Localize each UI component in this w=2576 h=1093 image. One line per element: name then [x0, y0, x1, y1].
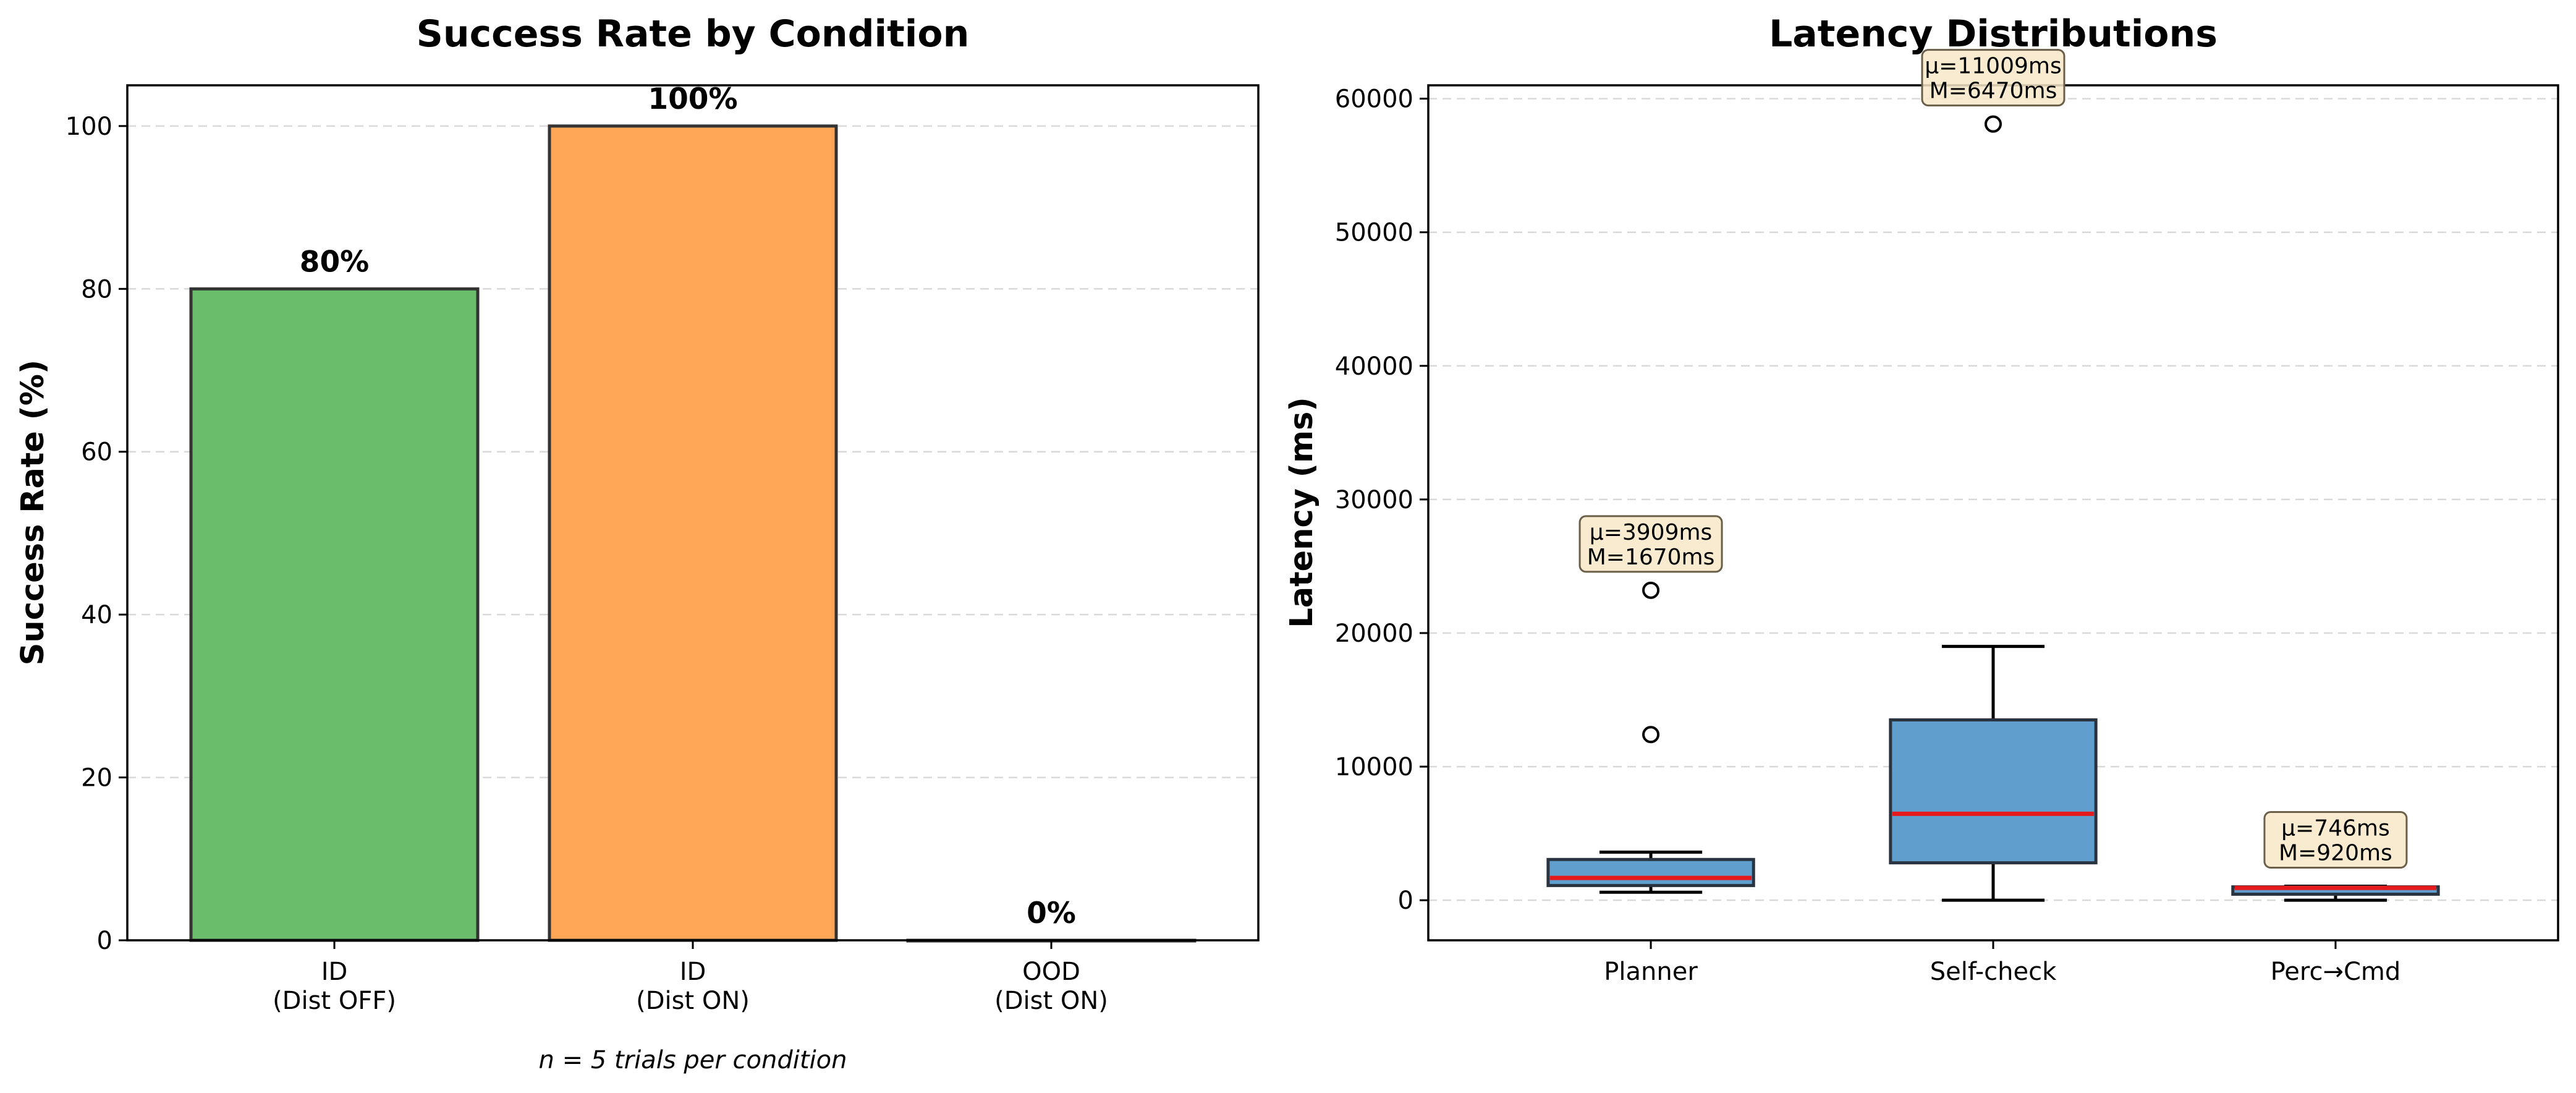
- success-rate-chart: Success Rate by Condition 80% 100% 0% 0 20 4…: [15, 12, 1260, 1074]
- right-y-tick-label: 40000: [1335, 352, 1413, 381]
- annotation-text: M=1670ms: [1587, 545, 1715, 570]
- left-x-tick-label: (Dist ON): [636, 987, 750, 1015]
- annotation-text: μ=3909ms: [1590, 520, 1713, 545]
- left-x-tick-label: ID: [680, 958, 706, 986]
- left-x-tick-label: ID: [321, 958, 348, 986]
- annotation-text: M=6470ms: [1930, 79, 2057, 104]
- left-y-ticks: 0 20 40 60 80 100: [66, 113, 127, 955]
- left-y-tick-label: 60: [81, 438, 112, 467]
- left-x-ticks: ID(Dist OFF)ID(Dist ON)OOD(Dist ON): [273, 940, 1108, 1015]
- bar-value-label: 80%: [300, 245, 370, 279]
- left-chart-title: Success Rate by Condition: [417, 12, 970, 56]
- right-boxplots: [1546, 115, 2440, 902]
- right-y-tick-label: 20000: [1335, 619, 1413, 648]
- annotation-box: [1921, 49, 2065, 107]
- right-x-tick-label: Self-check: [1930, 958, 2057, 986]
- right-x-ticks: Planner Self-check Perc→Cmd: [1604, 940, 2400, 986]
- outlier-point: [1642, 726, 1660, 744]
- bar-value-label: 100%: [648, 82, 737, 116]
- latency-chart: Latency Distributions 0 10000 20000 30000 40…: [1284, 12, 2559, 986]
- annotation-text: M=920ms: [2279, 840, 2392, 865]
- outlier-point: [1642, 581, 1660, 599]
- right-y-tick-label: 60000: [1335, 85, 1413, 114]
- boxplot-1: [1889, 115, 2098, 902]
- left-y-tick-label: 40: [81, 601, 112, 629]
- annotation-box: [1578, 515, 1723, 573]
- box: [1889, 718, 2098, 865]
- left-x-tick-label: (Dist ON): [994, 987, 1108, 1015]
- annotation-text: μ=746ms: [2281, 815, 2390, 841]
- left-y-tick-label: 80: [81, 275, 112, 304]
- left-y-tick-label: 100: [66, 113, 112, 141]
- left-y-tick-label: 0: [97, 927, 112, 955]
- annotation-box: [2263, 810, 2408, 869]
- left-x-tick-label: OOD: [1022, 958, 1080, 986]
- boxplot-0: [1546, 581, 1755, 894]
- right-y-tick-label: 0: [1398, 887, 1413, 915]
- left-y-tick-label: 20: [81, 764, 112, 793]
- left-x-tick-label: (Dist OFF): [273, 987, 396, 1015]
- left-bars: 80% 100% 0%: [189, 82, 1197, 943]
- bar: [189, 287, 480, 942]
- boxplot-2: [2231, 884, 2440, 902]
- box: [1546, 857, 1755, 887]
- right-y-tick-label: 10000: [1335, 753, 1413, 781]
- right-x-tick-label: Planner: [1604, 958, 1698, 986]
- right-y-ticks: 0 10000 20000 30000 40000 50000 60000: [1335, 85, 1428, 915]
- right-y-axis-label: Latency (ms): [1284, 397, 1320, 628]
- right-y-tick-label: 30000: [1335, 486, 1413, 514]
- annotation-text: μ=11009ms: [1925, 54, 2061, 79]
- right-x-tick-label: Perc→Cmd: [2271, 958, 2401, 986]
- bar-value-label: 0%: [1027, 896, 1076, 930]
- outlier-point: [1985, 115, 2002, 133]
- right-y-tick-label: 50000: [1335, 219, 1413, 247]
- right-chart-title: Latency Distributions: [1769, 12, 2218, 56]
- trials-note: n = 5 trials per condition: [539, 1046, 847, 1074]
- left-y-axis-label: Success Rate (%): [15, 360, 51, 666]
- bar: [548, 124, 838, 942]
